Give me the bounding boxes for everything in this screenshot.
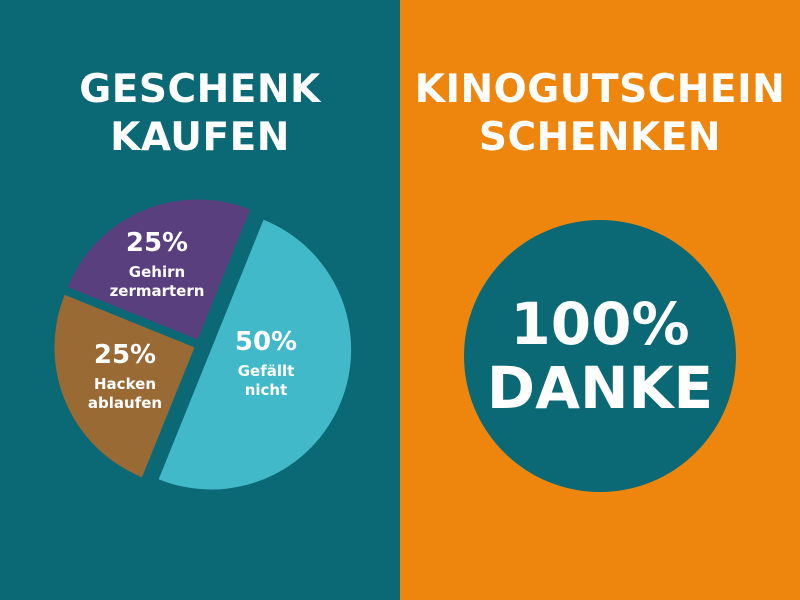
right-heading-line1: KINOGUTSCHEIN — [414, 67, 786, 112]
slice-label-line1: Gehirn — [129, 263, 185, 281]
slice-label-line2: ablaufen — [88, 394, 162, 412]
pie-slice-gehirn — [67, 199, 251, 340]
slice-percent-label: 25% — [94, 340, 156, 370]
right-heading: KINOGUTSCHEIN SCHENKEN — [400, 66, 800, 162]
danke-percent: 100% — [510, 290, 690, 358]
slice-label-line1: Hacken — [94, 375, 156, 393]
left-heading-line2: KAUFEN — [110, 115, 290, 160]
left-heading: GESCHENK KAUFEN — [0, 66, 400, 162]
danke-text: 100% DANKE — [464, 220, 736, 492]
pie-slice-gefällt — [158, 219, 352, 490]
slice-label-line2: zermartern — [110, 282, 205, 300]
pie-slices — [54, 199, 352, 490]
slice-percent-label: 50% — [235, 327, 297, 357]
pie-slice-hacken — [54, 294, 195, 478]
left-heading-line1: GESCHENK — [79, 67, 321, 112]
slice-label-line2: nicht — [245, 381, 288, 399]
right-heading-line2: SCHENKEN — [478, 115, 722, 160]
slice-label-line1: Gefällt — [238, 362, 295, 380]
slice-percent-label: 25% — [126, 228, 188, 258]
danke-circle — [464, 220, 736, 492]
danke-word: DANKE — [486, 354, 714, 422]
